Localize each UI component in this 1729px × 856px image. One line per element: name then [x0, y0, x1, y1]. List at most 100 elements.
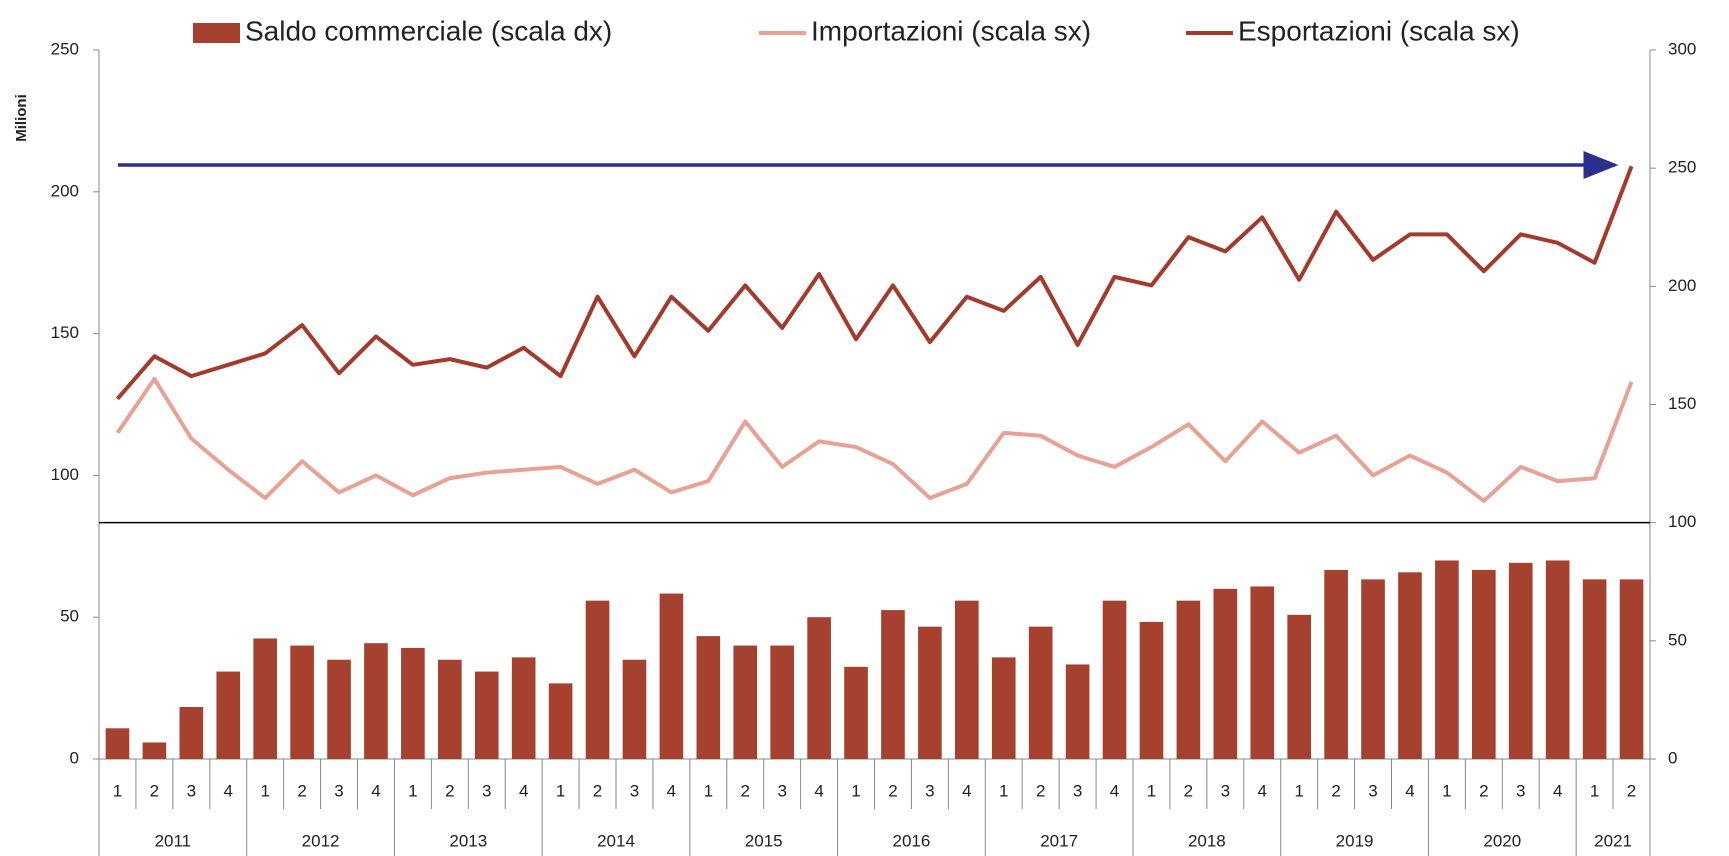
x-tick-label: 2 — [593, 781, 602, 800]
line — [115, 376, 1634, 503]
legend-swatch — [193, 23, 240, 43]
x-tick-label: 2 — [297, 781, 306, 800]
bar — [1582, 579, 1607, 759]
x-tick-label: 2 — [150, 781, 159, 800]
bar — [438, 659, 462, 759]
bar — [1324, 569, 1348, 759]
year-label: 2020 — [1483, 831, 1521, 850]
year-label: 2014 — [597, 831, 635, 850]
bar — [1287, 614, 1311, 759]
x-tick-label: 2 — [445, 781, 454, 800]
x-tick-label: 1 — [704, 781, 713, 800]
bar — [327, 659, 351, 759]
bar — [216, 671, 241, 759]
year-label: 2012 — [302, 831, 340, 850]
bar — [1398, 572, 1422, 759]
bar — [253, 638, 277, 759]
x-tick-label: 4 — [667, 781, 676, 800]
bar — [1619, 579, 1644, 759]
x-tick-label: 3 — [630, 781, 639, 800]
y2-tick-label: 50 — [1668, 630, 1687, 649]
bar — [511, 657, 536, 759]
x-tick-label: 3 — [1368, 781, 1377, 800]
x-tick-label: 2 — [888, 781, 897, 800]
bar — [844, 666, 868, 759]
y-tick-label: 0 — [70, 748, 79, 767]
x-tick-label: 4 — [371, 781, 380, 800]
year-label: 2017 — [1040, 831, 1078, 850]
bar — [290, 645, 314, 759]
bar — [1435, 560, 1459, 759]
y2-tick-label: 150 — [1668, 394, 1696, 413]
y2-tick-label: 200 — [1668, 276, 1696, 295]
legend-label: Saldo commerciale (scala dx) — [245, 15, 612, 46]
x-tick-label: 3 — [925, 781, 934, 800]
x-tick-label: 2 — [1331, 781, 1340, 800]
x-tick-label: 3 — [187, 781, 196, 800]
bar — [105, 728, 130, 759]
bar — [1361, 579, 1385, 759]
x-tick-label: 1 — [556, 781, 565, 800]
bar — [696, 636, 721, 759]
x-tick-label: 1 — [113, 781, 122, 800]
year-label: 2018 — [1188, 831, 1226, 850]
bar — [1176, 600, 1201, 759]
x-tick-label: 2 — [1036, 781, 1045, 800]
bar — [548, 683, 573, 759]
y-tick-label: 200 — [51, 181, 79, 200]
x-tick-label: 4 — [224, 781, 233, 800]
x-tick-label: 3 — [777, 781, 786, 800]
year-label: 2021 — [1594, 831, 1632, 850]
year-label: 2015 — [745, 831, 783, 850]
year-label: 2013 — [449, 831, 487, 850]
x-tick-label: 4 — [1553, 781, 1562, 800]
y-axis-title: Milioni — [13, 94, 30, 142]
x-tick-label: 1 — [999, 781, 1008, 800]
bar — [622, 659, 647, 759]
x-tick-label: 1 — [408, 781, 417, 800]
bar — [881, 610, 905, 759]
legend-label: Esportazioni (scala sx) — [1238, 15, 1520, 46]
x-tick-label: 4 — [519, 781, 528, 800]
legend-label: Importazioni (scala sx) — [811, 15, 1091, 46]
x-tick-label: 2 — [1479, 781, 1488, 800]
y-tick-label: 250 — [51, 39, 79, 58]
bar — [1250, 586, 1275, 759]
x-tick-label: 2 — [1184, 781, 1193, 800]
x-tick-label: 3 — [1221, 781, 1230, 800]
x-tick-label: 2 — [1627, 781, 1636, 800]
year-label: 2016 — [893, 831, 931, 850]
bar — [142, 742, 167, 759]
bar — [585, 600, 610, 759]
bar — [807, 617, 831, 759]
y-tick-label: 150 — [51, 323, 79, 342]
bar — [1028, 626, 1053, 759]
x-tick-label: 4 — [1258, 781, 1267, 800]
x-tick-label: 1 — [1590, 781, 1599, 800]
y2-tick-label: 0 — [1668, 748, 1677, 767]
bar — [659, 593, 684, 759]
bar — [770, 645, 794, 759]
bar — [1065, 664, 1090, 759]
y-tick-label: 100 — [51, 465, 79, 484]
x-tick-label: 4 — [1405, 781, 1414, 800]
x-tick-label: 1 — [1442, 781, 1451, 800]
bar — [1472, 569, 1496, 759]
x-tick-label: 2 — [741, 781, 750, 800]
bar — [474, 671, 499, 759]
x-tick-label: 4 — [1110, 781, 1119, 800]
bar — [918, 626, 942, 759]
y-tick-label: 50 — [60, 607, 79, 626]
year-label: 2011 — [155, 831, 192, 850]
bar — [401, 647, 425, 759]
x-tick-label: 3 — [1073, 781, 1082, 800]
x-tick-label: 3 — [334, 781, 343, 800]
bar — [179, 707, 204, 759]
x-tick-label: 4 — [814, 781, 823, 800]
year-label: 2019 — [1336, 831, 1374, 850]
x-tick-label: 1 — [260, 781, 269, 800]
bar — [955, 600, 979, 759]
x-tick-label: 4 — [962, 781, 971, 800]
bar — [1102, 600, 1127, 759]
x-tick-label: 1 — [1294, 781, 1303, 800]
